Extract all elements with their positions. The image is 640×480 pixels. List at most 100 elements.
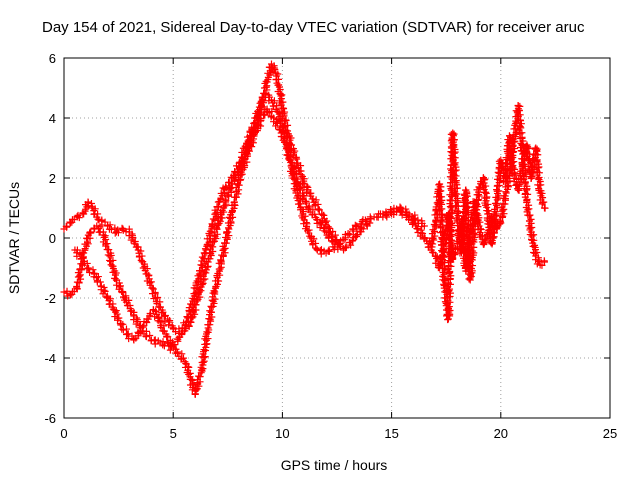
trace-marker (476, 218, 484, 226)
trace-marker (236, 176, 244, 184)
trace-marker (427, 240, 435, 248)
trace-marker (213, 203, 221, 211)
trace-marker (287, 134, 295, 142)
trace-marker (208, 303, 216, 311)
trace-marker (196, 373, 204, 381)
trace-marker (225, 232, 233, 240)
trace-marker (468, 254, 476, 262)
trace-marker (445, 245, 453, 253)
trace-marker (301, 197, 309, 205)
trace-marker (100, 286, 108, 294)
trace-marker (299, 208, 307, 216)
trace-marker (481, 235, 489, 243)
trace-marker (527, 169, 535, 177)
trace-marker (119, 289, 127, 297)
trace-marker (323, 217, 331, 225)
trace-marker (430, 227, 438, 235)
trace-marker (103, 246, 111, 254)
trace-marker (79, 254, 87, 262)
trace-marker (193, 277, 201, 285)
trace-marker (134, 318, 142, 326)
trace-marker (160, 327, 168, 335)
trace-marker (227, 219, 235, 227)
trace-marker (271, 65, 279, 73)
trace-marker (311, 210, 319, 218)
trace-marker (73, 284, 81, 292)
trace-marker (289, 174, 297, 182)
trace-marker (477, 233, 485, 241)
trace-marker (446, 267, 454, 275)
trace-marker (274, 70, 282, 78)
trace-marker (76, 250, 84, 258)
trace-marker (505, 141, 513, 149)
trace-marker (515, 106, 523, 114)
trace-marker (219, 252, 227, 260)
trace-marker (118, 287, 126, 295)
trace-marker (509, 164, 517, 172)
trace-marker (210, 287, 218, 295)
trace-marker (452, 166, 460, 174)
trace-marker (248, 143, 256, 151)
series-track-b (60, 105, 374, 398)
trace-marker (76, 266, 84, 274)
y-tick-label: 0 (49, 231, 56, 246)
trace-marker (114, 314, 122, 322)
trace-marker (184, 314, 192, 322)
trace-marker (225, 179, 233, 187)
trace-marker (301, 212, 309, 220)
data-point (540, 258, 548, 266)
trace-marker (462, 216, 470, 224)
trace-marker (441, 266, 449, 274)
trace-marker (225, 192, 233, 200)
x-tick-label: 10 (275, 426, 289, 441)
trace-marker (533, 171, 541, 179)
trace-marker (447, 237, 455, 245)
trace-marker (201, 268, 209, 276)
trace-marker (102, 240, 110, 248)
trace-marker (197, 261, 205, 269)
trace-marker (216, 265, 224, 273)
trace-marker (507, 159, 515, 167)
trace-marker (133, 314, 141, 322)
trace-marker (196, 271, 204, 279)
trace-marker (84, 240, 92, 248)
trace-marker (76, 272, 84, 280)
trace-marker (188, 300, 196, 308)
trace-marker (482, 201, 490, 209)
trace-marker (439, 236, 447, 244)
trace-marker (203, 328, 211, 336)
y-tick-label: -6 (44, 411, 56, 426)
trace-marker (518, 161, 526, 169)
trace-marker (463, 207, 471, 215)
trace-marker (191, 290, 199, 298)
trace-marker (462, 186, 470, 194)
trace-marker (149, 285, 157, 293)
y-tick-label: -2 (44, 291, 56, 306)
trace-marker (519, 137, 527, 145)
x-axis-label: GPS time / hours (281, 457, 388, 473)
trace-marker (526, 224, 534, 232)
x-tick-label: 5 (170, 426, 177, 441)
trace-marker (527, 219, 535, 227)
trace-marker (447, 210, 455, 218)
trace-marker (494, 181, 502, 189)
trace-marker (498, 213, 506, 221)
trace-marker (208, 221, 216, 229)
trace-marker (243, 139, 251, 147)
trace-marker (96, 278, 104, 286)
trace-marker (270, 97, 278, 105)
trace-marker (521, 193, 529, 201)
trace-marker (487, 239, 495, 247)
trace-marker (207, 235, 215, 243)
trace-marker (253, 127, 261, 135)
trace-marker (409, 215, 417, 223)
trace-marker (485, 220, 493, 228)
trace-marker (276, 117, 284, 125)
trace-marker (222, 184, 230, 192)
trace-marker (200, 354, 208, 362)
trace-marker (222, 197, 230, 205)
trace-marker (144, 315, 152, 323)
trace-marker (185, 370, 193, 378)
trace-marker (217, 257, 225, 265)
trace-marker (437, 217, 445, 225)
